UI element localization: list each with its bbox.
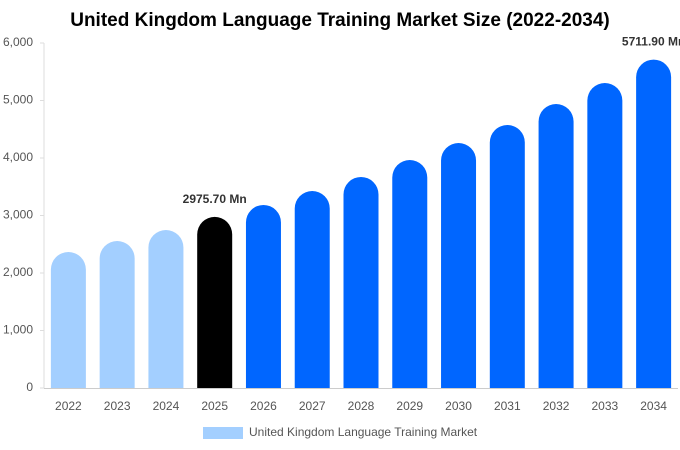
bar [50,252,86,388]
bar [587,83,623,389]
chart-title: United Kingdom Language Training Market … [70,10,610,31]
y-tick-label: 5,000 [3,93,33,107]
y-tick-label: 1,000 [3,323,33,337]
bar [489,124,525,389]
y-tick-label: 4,000 [3,150,33,164]
bar [294,191,330,388]
x-tick-label: 2030 [445,399,472,413]
x-tick-label: 2022 [55,399,82,413]
bar [441,142,477,388]
bar [197,216,233,388]
x-tick-label: 2028 [348,399,375,413]
x-tick-label: 2026 [250,399,277,413]
x-tick-label: 2032 [543,399,570,413]
bar [148,229,184,388]
bar [245,204,281,388]
x-tick-label: 2024 [153,399,180,413]
bar [636,59,672,389]
y-tick-label: 6,000 [3,35,33,49]
bar [538,104,574,388]
x-tick-label: 2031 [494,399,521,413]
x-tick-label: 2027 [299,399,326,413]
legend-swatch [203,427,243,439]
x-tick-label: 2023 [104,399,131,413]
y-tick-label: 2,000 [3,265,33,279]
data-label: 5711.90 Mn [622,35,680,49]
bar [343,176,379,388]
legend-label: United Kingdom Language Training Market [249,425,478,439]
y-tick-label: 0 [26,380,33,394]
y-tick-label: 3,000 [3,208,33,222]
x-tick-label: 2025 [201,399,228,413]
data-label: 2975.70 Mn [183,192,247,206]
x-tick-label: 2034 [640,399,667,413]
x-tick-label: 2033 [591,399,618,413]
bar [99,240,135,388]
bar [392,160,428,388]
x-tick-label: 2029 [396,399,423,413]
